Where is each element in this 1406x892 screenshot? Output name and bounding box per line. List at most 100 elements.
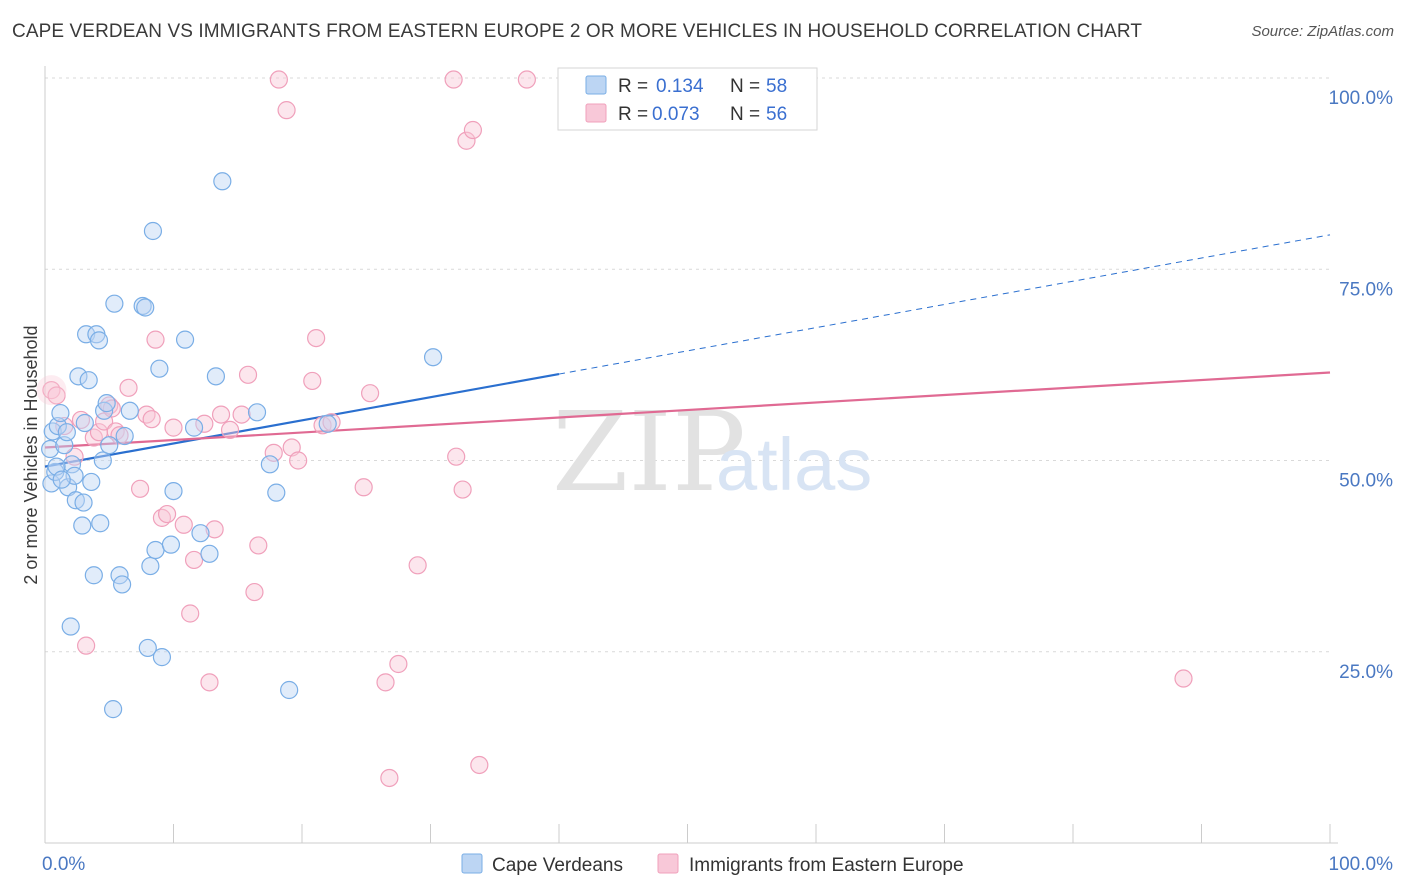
point-cape-verdeans-55	[61, 617, 80, 636]
point-immigrants-51	[463, 120, 483, 140]
point-cape-verdeans-48	[213, 172, 232, 191]
bottom-legend-label-cape-verdeans: Cape Verdeans	[492, 855, 623, 876]
y-tick-label-25: 25.0%	[1339, 662, 1393, 683]
point-immigrants-52	[470, 755, 489, 775]
point-cape-verdeans-41	[161, 535, 181, 554]
point-cape-verdeans-12	[69, 367, 88, 386]
trend-lines	[44, 234, 1331, 468]
point-immigrants-34	[277, 101, 296, 120]
point-immigrants-38	[307, 329, 326, 348]
point-cape-verdeans-54	[423, 348, 443, 367]
y-tick-label-50: 50.0%	[1339, 471, 1393, 492]
chart-title: CAPE VERDEAN VS IMMIGRANTS FROM EASTERN …	[12, 21, 1143, 42]
point-immigrants-42	[361, 384, 380, 403]
point-immigrants-26	[211, 405, 231, 424]
point-cape-verdeans-22	[91, 514, 110, 533]
point-immigrants-23	[195, 414, 214, 433]
point-cape-verdeans-52	[280, 680, 299, 700]
point-immigrants-20	[174, 515, 193, 534]
point-immigrants-41	[354, 478, 373, 497]
point-immigrants-13	[130, 479, 150, 498]
bottom-legend-swatch-blue	[461, 853, 483, 874]
point-cape-verdeans-13	[73, 516, 92, 535]
legend-r-label-1: R =	[618, 76, 648, 97]
point-cape-verdeans-23	[93, 451, 112, 470]
point-immigrants-30	[245, 582, 264, 602]
point-cape-verdeans-45	[191, 524, 210, 543]
point-immigrants-49	[453, 480, 472, 499]
bottom-legend-swatch-pink	[657, 853, 679, 874]
point-immigrants-16	[146, 330, 165, 349]
point-immigrants-45	[389, 654, 408, 674]
point-immigrants-halo	[36, 375, 67, 406]
point-immigrants-53	[517, 70, 536, 89]
data-points	[36, 70, 1193, 788]
watermark-atlas: atlas	[716, 423, 872, 506]
trend-line-cape-verdeans	[44, 372, 560, 468]
legend-n-label-2: N =	[730, 104, 760, 125]
point-cape-verdeans-14	[74, 493, 93, 512]
point-immigrants-9	[100, 396, 119, 415]
point-immigrants-43	[376, 673, 395, 692]
point-immigrants-54	[1174, 669, 1193, 688]
y-tick-label-100: 100.0%	[1329, 88, 1394, 109]
point-immigrants-31	[249, 536, 268, 555]
point-cape-verdeans-26	[100, 436, 119, 455]
y-axis-label: 2 or more Vehicles in Household	[21, 325, 41, 584]
legend-r-label-2: R =	[618, 104, 648, 125]
point-immigrants-47	[444, 70, 463, 89]
legend-r-value-2: 0.073	[652, 104, 700, 125]
point-immigrants-37	[303, 371, 322, 391]
legend-n-value-2: 56	[766, 104, 787, 125]
point-immigrants-33	[269, 70, 288, 89]
point-immigrants-27	[220, 420, 240, 439]
point-cape-verdeans-21	[89, 331, 109, 350]
tick-labels: 25.0% 50.0% 75.0% 100.0% 0.0% 100.0%	[42, 88, 1393, 875]
point-immigrants-32	[264, 443, 283, 462]
point-cape-verdeans-7	[57, 423, 76, 442]
point-cape-verdeans-50	[260, 455, 279, 474]
point-cape-verdeans-28	[105, 294, 124, 313]
point-cape-verdeans-31	[115, 426, 134, 446]
point-immigrants-46	[408, 556, 427, 575]
point-cape-verdeans-9	[62, 455, 82, 474]
point-cape-verdeans-53	[318, 414, 337, 433]
point-cape-verdeans-36	[141, 556, 160, 576]
point-cape-verdeans-51	[267, 483, 286, 502]
point-cape-verdeans-35	[138, 638, 157, 658]
y-tick-label-75: 75.0%	[1339, 279, 1393, 300]
x-tick-label-100: 100.0%	[1329, 854, 1394, 875]
point-immigrants-12	[119, 378, 138, 397]
point-immigrants-29	[238, 365, 258, 384]
point-cape-verdeans-44	[184, 418, 204, 437]
point-cape-verdeans-17	[79, 371, 98, 390]
point-cape-verdeans-49	[247, 403, 267, 422]
legend-swatch-blue	[585, 75, 607, 95]
point-immigrants-5	[77, 636, 96, 655]
point-immigrants-0	[42, 381, 61, 400]
point-immigrants-50	[457, 131, 476, 150]
bottom-legend-label-immigrants: Immigrants from Eastern Europe	[689, 855, 964, 876]
point-cape-verdeans-46	[200, 544, 219, 563]
point-immigrants-6	[84, 428, 103, 447]
point-cape-verdeans-47	[206, 367, 226, 386]
point-immigrants-19	[164, 418, 183, 437]
legend-n-label-1: N =	[730, 76, 760, 97]
point-immigrants-18	[157, 504, 177, 524]
point-immigrants-1	[47, 386, 66, 405]
point-cape-verdeans-25	[97, 394, 116, 413]
trend-line-immigrants	[44, 371, 1331, 449]
point-immigrants-15	[142, 410, 161, 429]
point-cape-verdeans-32	[120, 401, 139, 420]
point-immigrants-24	[200, 673, 219, 692]
point-immigrants-44	[380, 768, 399, 788]
point-cape-verdeans-30	[112, 575, 132, 594]
point-immigrants-22	[184, 550, 204, 570]
point-cape-verdeans-40	[152, 648, 172, 667]
point-immigrants-48	[447, 447, 466, 466]
point-cape-verdeans-27	[104, 700, 123, 719]
axes	[44, 66, 1338, 844]
chart-source: Source: ZipAtlas.com	[1251, 23, 1394, 40]
point-cape-verdeans-57	[52, 470, 71, 489]
